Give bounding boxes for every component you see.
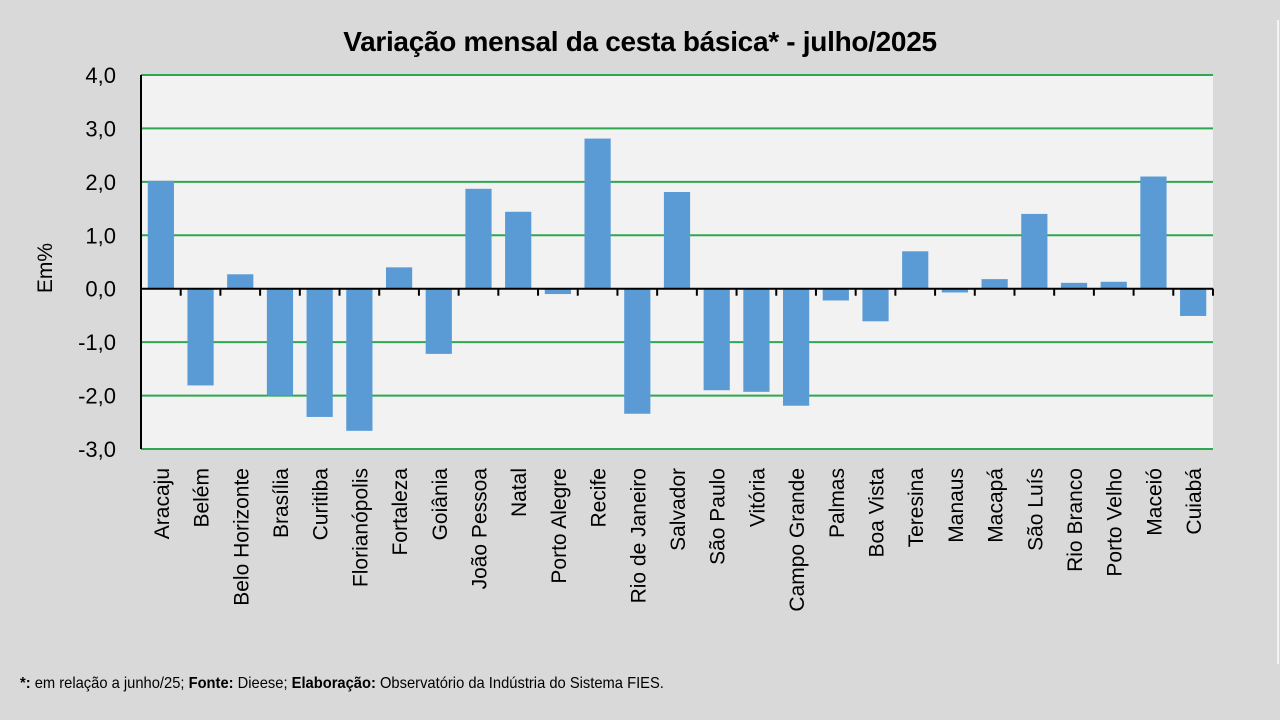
bar-natal <box>505 211 532 289</box>
y-tick-label: 2,0 <box>85 170 116 195</box>
x-tick-label: Fortaleza <box>389 468 412 556</box>
bar-campo-grande <box>783 288 810 406</box>
footnote-source-label: Fonte: <box>188 675 234 692</box>
bars <box>147 138 1207 431</box>
x-tick-label: Brasília <box>270 468 293 538</box>
x-tick-label: Goiânia <box>429 468 452 541</box>
y-tick-labels: -3,0 -2,0 -1,0 0,0 1,0 2,0 3,0 4,0 <box>78 63 116 462</box>
bar-palmas <box>822 288 849 301</box>
x-tick-label: Rio de Janeiro <box>627 468 650 603</box>
footnote: *: em relação a junho/25; Fonte: Dieese;… <box>20 675 664 693</box>
x-tick-label: Aracaju <box>151 468 174 539</box>
x-tick-label: Macapá <box>985 468 1008 543</box>
bar-salvador <box>663 192 691 289</box>
x-tick-label: Rio Branco <box>1064 468 1087 572</box>
bar-porto-alegre <box>544 288 571 295</box>
bar-goiânia <box>425 288 452 354</box>
x-tick-label: João Pessoa <box>468 468 491 590</box>
x-tick-label: Porto Velho <box>1104 468 1127 577</box>
x-tick-label: Recife <box>588 468 611 528</box>
x-tick-label: Manaus <box>945 468 968 543</box>
bar-manaus <box>941 288 969 293</box>
bar-macapá <box>981 279 1008 289</box>
bar-florianópolis <box>346 288 373 431</box>
x-tick-label: São Paulo <box>707 468 730 565</box>
y-tick-label: -3,0 <box>78 437 116 462</box>
y-tick-label: 3,0 <box>85 116 116 141</box>
bar-belém <box>187 288 214 386</box>
bar-brasília <box>266 288 294 396</box>
x-tick-label: Boa Vista <box>866 468 889 558</box>
x-tick-label: Maceió <box>1143 468 1166 536</box>
x-tick-labels: Aracaju Belém Belo Horizonte Brasília Curiti… <box>151 468 1206 612</box>
x-tick-label: Vitória <box>746 468 769 527</box>
x-tick-label: Belo Horizonte <box>230 468 253 606</box>
x-tick-label: Florianópolis <box>349 468 372 587</box>
footnote-source-text: Dieese; <box>233 675 292 692</box>
bar-teresina <box>902 251 929 289</box>
bar-são-luís <box>1021 213 1048 289</box>
bar-recife <box>584 138 611 289</box>
bar-maceió <box>1140 176 1167 289</box>
bar-vitória <box>743 288 770 392</box>
bar-rio-branco <box>1060 282 1088 289</box>
y-tick-label: 0,0 <box>85 277 116 302</box>
y-tick-label: 1,0 <box>85 223 116 248</box>
footnote-star-text: em relação a junho/25; <box>30 675 189 692</box>
y-axis-label: Em% <box>34 243 57 293</box>
x-tick-label: Natal <box>508 468 531 517</box>
footnote-star-label: *: <box>20 675 31 692</box>
y-tick-label: -1,0 <box>78 330 116 355</box>
bar-rio-de-janeiro <box>624 288 651 414</box>
bar-são-paulo <box>703 288 730 391</box>
bar-fortaleza <box>385 267 413 289</box>
bar-aracaju <box>147 180 174 289</box>
x-tick-label: Porto Alegre <box>548 468 571 584</box>
bar-porto-velho <box>1100 281 1127 289</box>
x-tick-label: Cuiabá <box>1183 468 1206 535</box>
axes <box>140 75 1214 449</box>
footnote-elab-text: Observatório da Indústria do Sistema FIE… <box>375 675 664 692</box>
x-tick-label: Campo Grande <box>786 468 809 612</box>
y-tick-label: 4,0 <box>85 63 116 88</box>
footnote-elab-label: Elaboração: <box>291 675 376 692</box>
x-tick-label: Palmas <box>826 468 849 538</box>
bar-curitiba <box>306 288 333 417</box>
bar-boa-vista <box>862 288 889 322</box>
bar-cuiabá <box>1180 288 1207 316</box>
bar-belo-horizonte <box>227 274 254 289</box>
x-tick-label: Salvador <box>667 468 690 551</box>
x-tick-label: Teresina <box>905 468 928 548</box>
chart-title: Variação mensal da cesta básica* - julho… <box>343 26 937 57</box>
x-tick-label: São Luís <box>1024 468 1047 551</box>
y-tick-label: -2,0 <box>78 384 116 409</box>
x-tick-label: Curitiba <box>310 468 333 541</box>
x-tick-label: Belém <box>191 468 214 528</box>
bar-joão-pessoa <box>465 188 492 289</box>
frame-edge <box>1277 20 1279 664</box>
